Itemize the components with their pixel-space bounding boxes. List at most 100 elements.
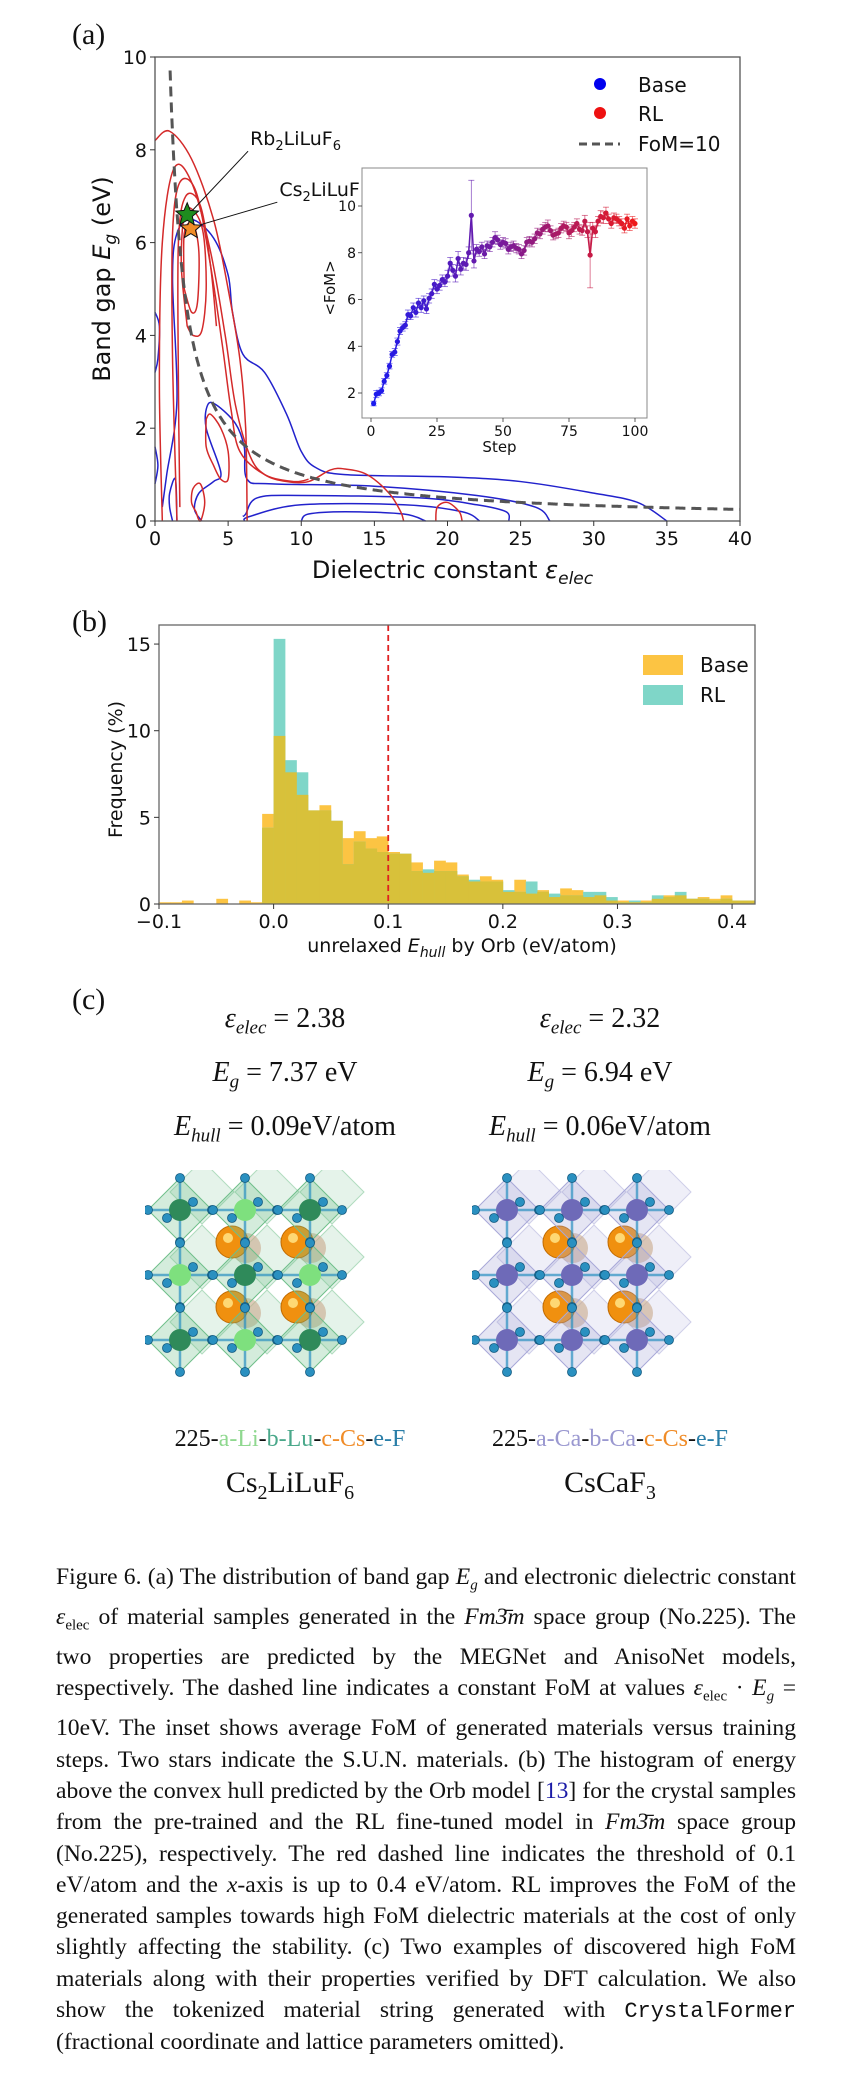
anion-atom (318, 1197, 328, 1207)
y-axis-label: Band gap Eg (eV) (88, 176, 121, 382)
anion-atom (162, 1343, 172, 1353)
overlap-bar (330, 820, 343, 904)
x-axis-label: Dielectric constant εelec (312, 556, 594, 589)
base-bar (330, 820, 343, 904)
anion-atom (240, 1173, 250, 1183)
data-point (595, 218, 601, 224)
eps-elec-value: εelec = 2.32 (539, 1003, 661, 1039)
anion-atom (318, 1262, 328, 1272)
anion-atom (600, 1335, 610, 1345)
anion-atom (175, 1367, 185, 1377)
anion-atom (619, 1278, 629, 1288)
token-part: a-Li (218, 1426, 259, 1452)
anion-atom (292, 1278, 302, 1288)
base-contour-line (300, 510, 426, 522)
data-point (547, 227, 554, 234)
rl-bar (411, 871, 423, 904)
x-tick-label: 0.1 (373, 911, 403, 933)
x-tick-label: 35 (655, 528, 679, 550)
data-point (418, 305, 424, 311)
perovskite-lattice (472, 1170, 692, 1377)
overlap-bar (743, 900, 756, 904)
base-bar (479, 876, 492, 904)
anion-atom (145, 1270, 153, 1280)
rl-bar (594, 891, 607, 904)
anion-atom (535, 1205, 545, 1215)
anion-atom (664, 1270, 674, 1280)
base-bar (468, 881, 481, 904)
rl-bar (651, 895, 664, 904)
anion-atom (489, 1213, 499, 1223)
data-point (468, 212, 474, 218)
citation-link-13[interactable]: 13 (544, 1777, 569, 1804)
inset-y-axis-label: <FoM> (321, 260, 339, 315)
data-point (603, 210, 609, 216)
annotation-label: Rb2LiLuF6 (250, 128, 341, 154)
data-point (471, 258, 477, 264)
data-point (495, 237, 501, 243)
base-bar (353, 831, 366, 904)
overlap-bar (399, 853, 412, 904)
token-part: c-Cs (643, 1426, 688, 1452)
x-tick-label: 0 (367, 424, 376, 440)
y-tick-label: 0 (139, 894, 151, 916)
base-bar (445, 862, 458, 904)
data-point (408, 313, 414, 319)
anion-atom (162, 1213, 172, 1223)
annotation-text: LiLuF (311, 179, 360, 201)
overlap-bar (353, 841, 366, 904)
token-part: - (581, 1426, 590, 1452)
rl-contour-line (158, 163, 405, 522)
base-bar (434, 860, 446, 904)
anion-atom (305, 1367, 315, 1377)
anion-atom (337, 1335, 347, 1345)
y-axis-ticks: 0 5 10 15 (127, 634, 159, 916)
anion-atom (580, 1262, 590, 1272)
annotation-label: Cs2LiLuF (279, 179, 360, 205)
rl-bar (388, 853, 400, 904)
x-axis-label: unrelaxed Ehull by Orb (eV/atom) (307, 935, 616, 961)
base-bar (308, 810, 320, 904)
anion-atom (472, 1205, 480, 1215)
token-string: 225-a-Ca-b-Ca-c-Cs-e-F (492, 1426, 728, 1452)
b-site-atom (626, 1329, 648, 1351)
overlap-bar (502, 891, 515, 904)
anion-atom (240, 1303, 250, 1313)
rl-contours (154, 129, 463, 522)
anion-atom (502, 1367, 512, 1377)
data-point (421, 298, 427, 304)
y-tick-label: 10 (338, 199, 356, 215)
b-site-atom (496, 1264, 518, 1286)
atom-highlight (550, 1233, 560, 1243)
base-bar (732, 900, 744, 904)
rl-bar (353, 841, 366, 904)
base-bar (319, 805, 332, 904)
b-site-atom (626, 1264, 648, 1286)
rl-bar (674, 891, 687, 904)
b-site-atom (626, 1199, 648, 1221)
b-site-atom (234, 1264, 256, 1286)
base-bar (159, 902, 171, 904)
atom-highlight (288, 1233, 298, 1243)
base-bar (262, 813, 274, 904)
anion-atom (567, 1238, 577, 1248)
base-bar (239, 900, 251, 904)
overlap-bar (319, 810, 332, 904)
base-bar (502, 891, 515, 904)
data-point (487, 244, 493, 250)
overlap-bar (422, 872, 435, 904)
annotation-subscript: 2 (302, 190, 310, 205)
series-segment (454, 258, 459, 277)
token-part: c-Cs (321, 1426, 366, 1452)
data-point (476, 248, 482, 255)
data-point (555, 230, 562, 236)
data-point (481, 251, 488, 257)
inset-fom-vs-step: 0 25 50 75 100 2 4 6 8 10 Step <FoM> (321, 167, 648, 456)
data-point (444, 273, 451, 279)
data-point (402, 322, 408, 328)
anion-atom (645, 1262, 655, 1272)
rl-bar (330, 820, 343, 904)
anion-atom (554, 1213, 564, 1223)
anion-atom (305, 1173, 315, 1183)
token-part: - (313, 1426, 322, 1452)
